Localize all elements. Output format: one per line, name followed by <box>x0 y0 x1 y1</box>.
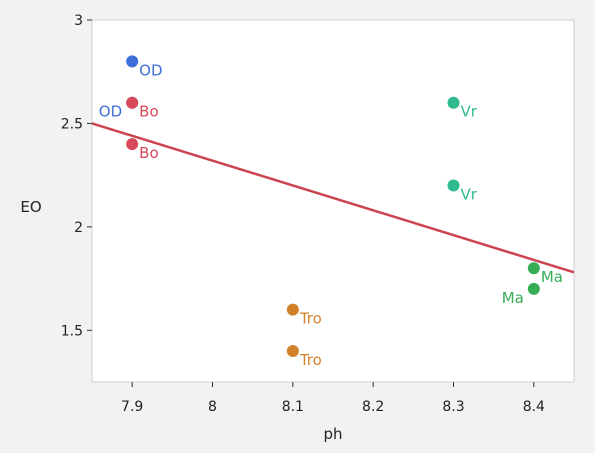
y-tick-label: 2 <box>74 220 83 236</box>
y-axis-title: EO <box>20 198 41 216</box>
point-label: OD <box>99 103 122 121</box>
point-label: Ma <box>502 289 524 307</box>
x-axis-title: ph <box>323 425 342 443</box>
x-tick-label: 7.9 <box>121 399 143 415</box>
point-label: Tro <box>299 351 322 369</box>
data-point <box>286 303 299 316</box>
y-tick-label: 3 <box>74 13 83 29</box>
data-point <box>527 262 540 275</box>
fit-line <box>91 122 575 274</box>
point-label: Vr <box>461 103 478 121</box>
point-label: Bo <box>139 144 158 162</box>
point-label: Vr <box>461 185 478 203</box>
point-label: Ma <box>541 268 563 286</box>
fit-line-group <box>91 122 575 274</box>
plot-area <box>91 19 575 383</box>
data-point <box>527 282 540 295</box>
y-axis: 1.5 2 2.5 3 <box>61 13 92 339</box>
data-point <box>286 344 299 357</box>
x-tick-label: 8.1 <box>282 399 304 415</box>
data-point <box>447 179 460 192</box>
x-tick-label: 8.3 <box>442 399 464 415</box>
x-tick-label: 8 <box>208 399 217 415</box>
point-label: Bo <box>139 103 158 121</box>
data-point <box>126 138 139 151</box>
point-label: OD <box>139 61 162 79</box>
data-point <box>126 96 139 109</box>
x-tick-label: 8.2 <box>362 399 384 415</box>
y-tick-label: 1.5 <box>61 323 83 339</box>
points-group: OD OD Bo Bo Vr Vr Ma Ma Tro Tro <box>99 55 563 369</box>
y-tick-label: 2.5 <box>61 116 83 132</box>
data-point <box>447 96 460 109</box>
x-axis: 7.9 8 8.1 8.2 8.3 8.4 <box>121 382 545 415</box>
x-tick-label: 8.4 <box>523 399 545 415</box>
point-label: Tro <box>299 310 322 328</box>
data-point <box>126 55 139 68</box>
